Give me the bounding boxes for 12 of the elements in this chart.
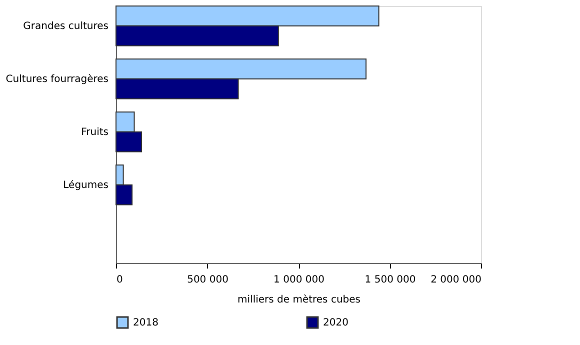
legend-label: 2018 bbox=[133, 318, 158, 329]
x-axis-title: milliers de mètres cubes bbox=[238, 294, 360, 306]
y-tick-label: Grandes cultures bbox=[23, 20, 108, 32]
y-tick-label: Cultures fourragères bbox=[6, 74, 108, 85]
x-tick-label: 1 500 000 bbox=[364, 274, 416, 286]
x-tick-label: 500 000 bbox=[187, 274, 228, 286]
x-tick-label: 2 000 000 bbox=[430, 274, 482, 286]
x-tick-label: 1 000 000 bbox=[274, 274, 324, 286]
y-tick-label: Fruits bbox=[81, 126, 108, 138]
x-tick-label: 0 bbox=[116, 274, 123, 286]
legend-label: 2020 bbox=[323, 318, 348, 329]
y-tick-label: Légumes bbox=[63, 180, 108, 191]
